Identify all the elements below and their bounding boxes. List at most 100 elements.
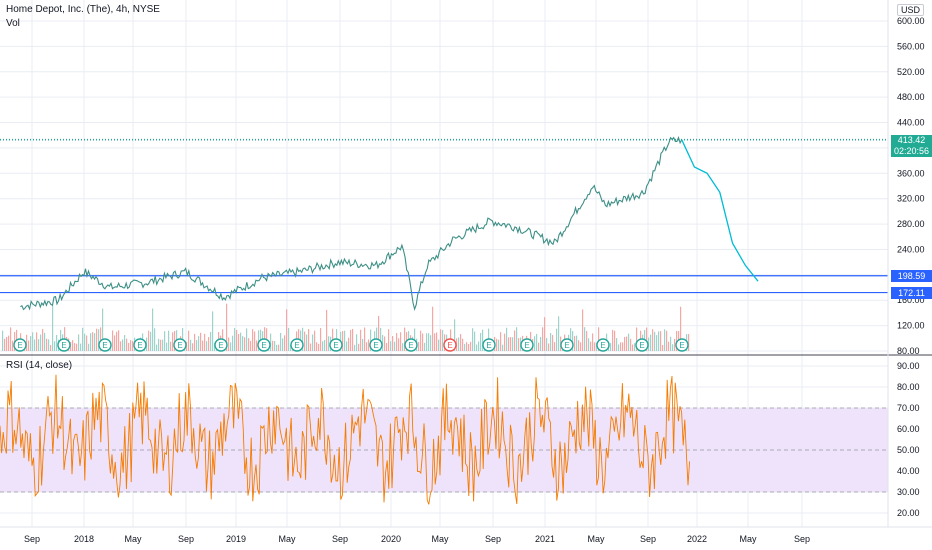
volume-bar: [278, 344, 280, 351]
volume-bar: [480, 333, 482, 351]
earnings-icon[interactable]: [635, 338, 649, 352]
volume-bar: [212, 311, 214, 351]
earnings-icon[interactable]: [329, 338, 343, 352]
volume-bar: [620, 342, 622, 351]
earnings-marker: E: [560, 338, 574, 352]
price-tick-label: 80.00: [897, 346, 920, 356]
volume-bar: [194, 333, 196, 351]
earnings-marker: E: [443, 338, 457, 352]
time-tick-label: May: [124, 534, 142, 544]
price-tick-label: 360.00: [897, 168, 925, 178]
volume-bar: [462, 338, 464, 351]
volume-bar: [670, 336, 672, 351]
earnings-letter: E: [61, 341, 66, 350]
earnings-icon[interactable]: [173, 338, 187, 352]
volume-bar: [152, 308, 154, 351]
earnings-icon[interactable]: [133, 338, 147, 352]
time-tick-label: 2021: [535, 534, 555, 544]
volume-bar: [76, 343, 78, 351]
volume-bar: [250, 340, 252, 351]
volume-bar: [94, 333, 96, 351]
volume-bar: [434, 333, 436, 351]
volume-bar: [552, 334, 554, 351]
volume-bar: [92, 332, 94, 351]
volume-bar: [342, 331, 344, 351]
volume-bar: [54, 341, 56, 351]
volume-bar: [130, 340, 132, 351]
level-badge-upper: 198.59: [891, 269, 932, 282]
earnings-letter: E: [679, 341, 684, 350]
projection-path: [681, 139, 759, 282]
volume-bar: [558, 316, 560, 351]
volume-bar: [420, 330, 422, 351]
volume-bar: [10, 327, 12, 351]
volume-bar: [676, 330, 678, 351]
volume-bar: [160, 339, 162, 351]
earnings-letter: E: [261, 341, 266, 350]
volume-bar: [394, 341, 396, 351]
earnings-icon[interactable]: [443, 338, 457, 352]
volume-bar: [270, 333, 272, 351]
volume-bar: [288, 327, 290, 351]
volume-bar: [536, 333, 538, 351]
earnings-icon[interactable]: [214, 338, 228, 352]
volume-bar: [392, 336, 394, 351]
rsi-tick-label: 80.00: [897, 382, 920, 392]
volume-bar: [646, 327, 648, 351]
volume-bar: [348, 337, 350, 351]
volume-bar: [368, 339, 370, 351]
horizontal-levels[interactable]: [0, 138, 888, 294]
earnings-marker: E: [329, 338, 343, 352]
volume-bar: [588, 338, 590, 351]
earnings-icon[interactable]: [482, 338, 496, 352]
currency-badge[interactable]: USD: [897, 4, 925, 16]
rsi-tick-label: 90.00: [897, 361, 920, 371]
earnings-marker: E: [133, 338, 147, 352]
volume-bar: [594, 342, 596, 351]
rsi-panel: [0, 374, 888, 505]
volume-bar: [460, 334, 462, 351]
volume-bar: [310, 343, 312, 351]
earnings-icon[interactable]: [675, 338, 689, 352]
volume-bar: [428, 333, 430, 351]
volume-bar: [380, 327, 382, 351]
earnings-icon[interactable]: [404, 338, 418, 352]
earnings-icon[interactable]: [257, 338, 271, 352]
volume-bar: [344, 330, 346, 351]
earnings-marker: E: [173, 338, 187, 352]
volume-bar: [506, 327, 508, 351]
earnings-icon[interactable]: [369, 338, 383, 352]
earnings-icon[interactable]: [57, 338, 71, 352]
volume-bar: [438, 339, 440, 351]
volume-bar: [158, 338, 160, 351]
time-tick-label: Sep: [178, 534, 194, 544]
volume-bar: [546, 338, 548, 351]
volume-bar: [70, 342, 72, 351]
volume-bar: [496, 338, 498, 351]
earnings-marker: E: [290, 338, 304, 352]
time-tick-label: 2019: [226, 534, 246, 544]
time-tick-label: May: [278, 534, 296, 544]
volume-bar: [578, 340, 580, 351]
earnings-icon[interactable]: [290, 338, 304, 352]
volume-bar: [418, 341, 420, 351]
earnings-icon[interactable]: [596, 338, 610, 352]
time-tick-label: 2020: [381, 534, 401, 544]
earnings-icon[interactable]: [560, 338, 574, 352]
earnings-icon[interactable]: [520, 338, 534, 352]
price-tick-label: 120.00: [897, 321, 925, 331]
volume-bar: [240, 332, 242, 351]
earnings-marker: E: [13, 338, 27, 352]
earnings-icon[interactable]: [98, 338, 112, 352]
earnings-letter: E: [639, 341, 644, 350]
earnings-icon[interactable]: [13, 338, 27, 352]
price-tick-label: 520.00: [897, 67, 925, 77]
volume-bar: [234, 328, 236, 351]
volume-bar: [304, 331, 306, 351]
volume-bar: [362, 338, 364, 351]
volume-bar: [476, 344, 478, 351]
volume-bar: [34, 339, 36, 351]
volume-bar: [30, 336, 32, 351]
